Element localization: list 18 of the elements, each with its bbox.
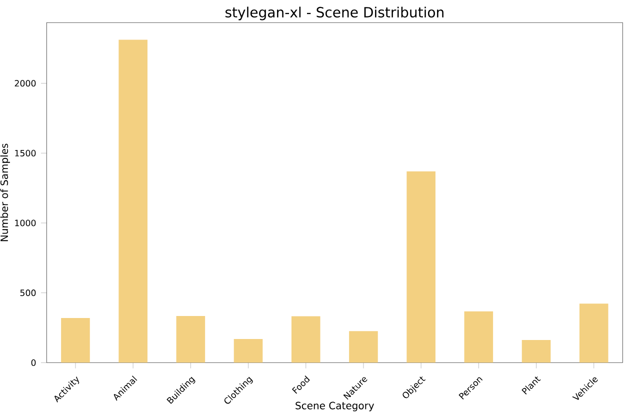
bar	[291, 316, 320, 363]
y-tick-label: 1000	[15, 220, 36, 226]
y-tick-label: 1500	[15, 150, 36, 156]
bar	[464, 311, 494, 363]
chart-title: stylegan-xl - Scene Distribution	[225, 6, 444, 20]
bar	[234, 339, 263, 363]
x-axis-title: Scene Category	[296, 402, 374, 412]
y-tick-label: 2000	[14, 80, 36, 87]
y-tick-label: 0	[31, 359, 36, 366]
bar	[61, 318, 90, 363]
bar	[176, 316, 206, 363]
bar	[579, 304, 608, 363]
y-axis-title: Number of Samples	[0, 144, 10, 242]
y-tick-label: 500	[20, 290, 36, 296]
bar	[349, 331, 378, 363]
bar	[406, 171, 436, 363]
bar	[118, 40, 148, 363]
bar	[522, 340, 551, 363]
